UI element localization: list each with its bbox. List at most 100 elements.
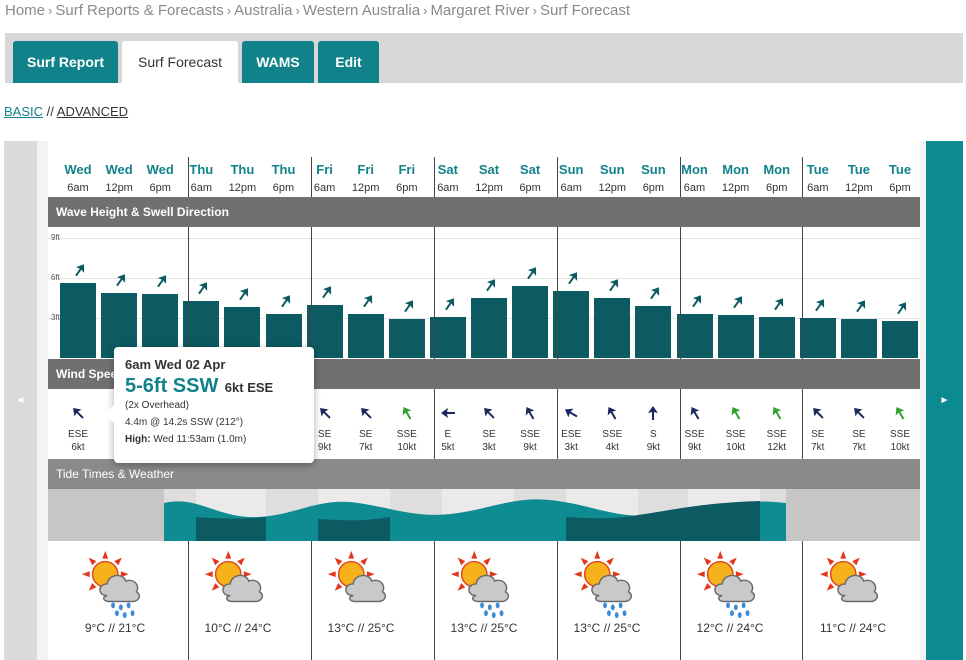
tab-surf-report[interactable]: Surf Report <box>13 41 118 83</box>
wave-section-header: Wave Height & Swell Direction <box>48 197 920 227</box>
wind-arrow-icon <box>772 406 782 420</box>
breadcrumb-item[interactable]: Australia <box>234 2 293 19</box>
tooltip-high-tide: High: Wed 11:53am (1.0m) <box>125 434 304 445</box>
advanced-mode-link[interactable]: ADVANCED <box>56 104 129 119</box>
breadcrumb-item: Surf Forecast <box>539 2 631 19</box>
day-separator <box>434 541 435 660</box>
wind-direction: SE <box>811 429 825 440</box>
swell-arrow-icon <box>527 267 537 280</box>
sun-cloud-icon <box>204 550 264 603</box>
next-arrow-icon: ► <box>939 395 950 406</box>
y-tick-label: 9ft <box>51 233 60 242</box>
mode-separator: // <box>46 104 54 119</box>
day-separator <box>188 157 189 197</box>
wave-bar[interactable] <box>882 320 918 358</box>
tooltip-high-label: High: <box>125 434 151 445</box>
forecast-tooltip: 6am Wed 02 Apr 5-6ft SSW 6kt ESE (2x Ove… <box>105 347 314 463</box>
wind-speed: 12kt <box>767 442 787 453</box>
wind-arrow-icon <box>648 406 659 420</box>
wave-chart: 9ft 6ft 3ft <box>48 227 920 359</box>
swell-arrow-icon <box>116 273 126 286</box>
swell-arrow-icon <box>486 279 496 292</box>
wind-direction: SSE <box>396 429 417 440</box>
temperature-range: 12°C // 24°C <box>696 621 764 635</box>
wind-arrow-icon <box>895 406 905 420</box>
swell-arrow-icon <box>609 279 619 292</box>
column-time-label: 6am <box>313 182 336 194</box>
next-arrow-button[interactable]: ► <box>926 141 963 660</box>
column-day-label: Thu <box>271 162 296 177</box>
wind-direction: S <box>650 429 657 440</box>
wave-bar[interactable] <box>429 316 466 358</box>
basic-mode-link[interactable]: BASIC <box>4 104 44 119</box>
wave-bar[interactable] <box>512 286 549 358</box>
prev-arrow-button[interactable]: ◄ <box>4 141 37 660</box>
wave-bar[interactable] <box>347 314 384 358</box>
temperature-range: 13°C // 25°C <box>573 621 641 635</box>
breadcrumb-item[interactable]: Surf Reports & Forecasts <box>55 2 224 19</box>
swell-arrow-icon <box>773 297 783 310</box>
wave-bar[interactable] <box>388 319 425 358</box>
column-time-label: 6pm <box>765 182 788 194</box>
wave-bar[interactable] <box>758 316 795 358</box>
wind-speed: 7kt <box>852 442 866 453</box>
sun-cloud-rain-icon <box>696 550 756 619</box>
wind-speed: 10kt <box>890 442 910 453</box>
wind-arrow-icon <box>319 408 331 419</box>
column-time-label: 6pm <box>642 182 665 194</box>
breadcrumb-item[interactable]: Home <box>5 2 46 19</box>
day-separator <box>557 389 558 459</box>
day-separator <box>802 227 803 359</box>
column-time-label: 6am <box>560 182 582 194</box>
breadcrumb: Home › Surf Reports & Forecasts › Australia ›… <box>5 2 630 22</box>
column-day-label: Mon <box>681 162 708 177</box>
wind-direction: SE <box>317 429 332 440</box>
wind-speed: 7kt <box>359 442 373 453</box>
swell-arrow-icon <box>445 297 454 310</box>
wave-bar[interactable] <box>635 306 672 358</box>
tab-surf-forecast[interactable]: Surf Forecast <box>122 41 238 83</box>
sun-cloud-icon <box>327 550 387 603</box>
column-time-label: 12pm <box>351 182 380 194</box>
wave-bar[interactable] <box>471 298 507 358</box>
wave-bar[interactable] <box>553 291 590 358</box>
wind-direction: SE <box>482 429 496 440</box>
tab-edit[interactable]: Edit <box>318 41 379 83</box>
wave-bar[interactable] <box>717 315 754 358</box>
wave-bar[interactable] <box>799 318 836 358</box>
breadcrumb-item[interactable]: Western Australia <box>302 2 421 19</box>
tab-wams[interactable]: WAMS <box>242 41 314 83</box>
tide-section-header: Tide Times & Weather <box>48 459 920 489</box>
column-day-label: Wed <box>64 162 92 177</box>
sun-cloud-icon <box>819 550 879 603</box>
wave-bar[interactable] <box>840 319 877 358</box>
wind-direction: SSE <box>520 429 541 440</box>
wave-bar[interactable] <box>676 314 713 358</box>
column-time-label: 12pm <box>598 182 627 194</box>
column-day-label: Sat <box>478 162 500 177</box>
wind-speed: 9kt <box>317 442 332 453</box>
sun-cloud-rain-icon <box>450 550 510 619</box>
column-day-label: Wed <box>146 162 174 177</box>
wind-arrow-icon <box>607 406 617 420</box>
swell-arrow-icon <box>856 300 865 313</box>
wind-arrow-icon <box>812 408 824 419</box>
wind-speed: 9kt <box>646 442 661 453</box>
column-time-label: 6pm <box>149 182 171 194</box>
wave-bar[interactable] <box>594 298 631 358</box>
column-day-label: Sun <box>558 162 584 177</box>
wave-bar[interactable] <box>60 283 96 358</box>
column-day-label: Wed <box>105 162 133 177</box>
wind-speed: 10kt <box>397 442 417 453</box>
column-day-label: Tue <box>888 162 912 177</box>
wind-arrow-icon <box>690 406 699 420</box>
wind-arrow-icon <box>73 408 84 419</box>
wind-direction: SSE <box>766 429 787 440</box>
wind-direction: ESE <box>561 429 582 440</box>
column-day-label: Fri <box>357 162 374 177</box>
breadcrumb-item[interactable]: Margaret River <box>430 2 530 19</box>
wind-direction: SSE <box>684 429 705 440</box>
swell-arrow-icon <box>321 285 331 298</box>
wind-arrow-icon <box>565 408 578 418</box>
wind-arrow-icon <box>360 408 372 419</box>
